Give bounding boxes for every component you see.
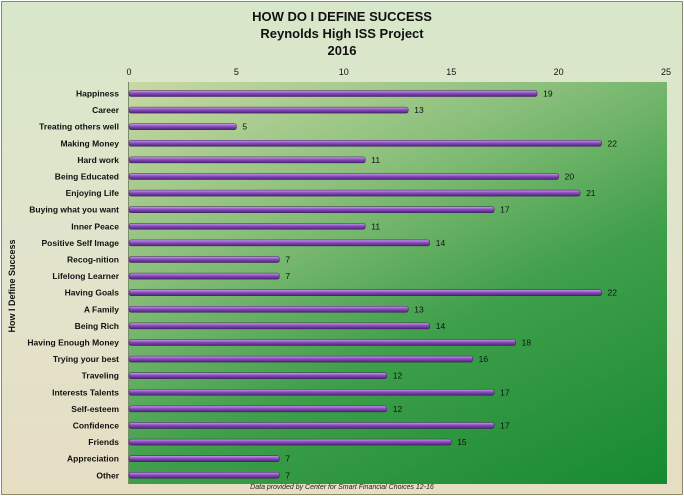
- bar: [128, 422, 495, 429]
- category-label: Lifelong Learner: [52, 271, 119, 281]
- chart-title: HOW DO I DEFINE SUCCESS: [252, 9, 432, 24]
- category-label: Appreciation: [67, 454, 119, 464]
- x-tick-label: 20: [554, 67, 564, 77]
- value-label: 15: [457, 437, 467, 447]
- value-label: 7: [285, 271, 290, 281]
- x-tick-label: 15: [446, 67, 456, 77]
- bar: [128, 389, 495, 396]
- x-tick-label: 0: [126, 67, 131, 77]
- bar: [128, 438, 452, 446]
- value-label: 22: [608, 138, 618, 148]
- category-label: Positive Self Image: [42, 238, 120, 248]
- category-label: Being Educated: [55, 172, 119, 182]
- value-label: 19: [543, 89, 553, 99]
- bar: [128, 140, 602, 147]
- category-label: Traveling: [82, 371, 119, 381]
- bar: [128, 90, 538, 97]
- category-label: Buying what you want: [29, 205, 119, 215]
- bar: [128, 372, 388, 379]
- bar: [128, 272, 280, 280]
- value-label: 20: [565, 172, 575, 182]
- value-label: 13: [414, 304, 424, 314]
- y-axis-title: How I Define Success: [7, 239, 17, 332]
- value-label: 14: [436, 238, 446, 248]
- chart-subtitle: Reynolds High ISS Project: [260, 26, 424, 41]
- bar: [128, 322, 430, 330]
- bar: [128, 239, 430, 247]
- bar: [128, 223, 366, 230]
- value-label: 12: [393, 404, 403, 414]
- bar: [128, 289, 602, 296]
- x-tick-label: 5: [234, 67, 239, 77]
- chart-year: 2016: [327, 43, 357, 58]
- category-label: Friends: [88, 437, 119, 447]
- category-label: Having Enough Money: [27, 338, 119, 348]
- category-label: Interests Talents: [52, 387, 119, 397]
- category-label: Other: [96, 470, 119, 480]
- value-label: 13: [414, 105, 424, 115]
- source-note: Data provided by Center for Smart Financ…: [250, 484, 434, 491]
- bar: [128, 339, 516, 346]
- bar: [128, 156, 366, 164]
- category-label: Inner Peace: [71, 221, 119, 231]
- category-label: Having Goals: [65, 288, 120, 298]
- category-label: Happiness: [76, 89, 119, 99]
- category-label: Treating others well: [39, 122, 119, 132]
- value-label: 14: [436, 321, 446, 331]
- value-label: 12: [393, 371, 403, 381]
- x-tick-label: 25: [661, 67, 671, 77]
- bar: [128, 206, 495, 213]
- bar: [128, 355, 473, 363]
- value-label: 7: [285, 255, 290, 265]
- bar: [128, 256, 280, 263]
- category-label: Being Rich: [75, 321, 119, 331]
- value-label: 11: [371, 155, 380, 165]
- bar: [128, 306, 409, 313]
- x-axis: 0 5 10 15 20 25: [126, 67, 671, 77]
- category-label: Career: [92, 105, 120, 115]
- bar: [128, 106, 409, 114]
- value-label: 11: [371, 221, 380, 231]
- bar: [128, 189, 581, 197]
- plot-area: [128, 82, 667, 484]
- bar: [128, 173, 559, 180]
- value-label: 17: [500, 205, 510, 215]
- category-label: Enjoying Life: [66, 188, 120, 198]
- bars: Happiness 19 Career 13 Treating others well 5…: [27, 89, 617, 481]
- category-label: Recog-nition: [67, 255, 119, 265]
- value-label: 22: [608, 288, 618, 298]
- bar: [128, 472, 280, 479]
- category-label: Trying your best: [53, 354, 119, 364]
- bar: [128, 405, 388, 413]
- value-label: 18: [522, 338, 532, 348]
- category-label: Self-esteem: [71, 404, 119, 414]
- value-label: 17: [500, 421, 510, 431]
- value-label: 21: [586, 188, 596, 198]
- category-label: A Family: [84, 304, 119, 314]
- bar: [128, 123, 237, 130]
- value-label: 5: [242, 122, 247, 132]
- category-label: Hard work: [77, 155, 119, 165]
- value-label: 17: [500, 387, 510, 397]
- value-label: 7: [285, 470, 290, 480]
- value-label: 7: [285, 454, 290, 464]
- value-label: 16: [479, 354, 489, 364]
- x-tick-label: 10: [339, 67, 349, 77]
- category-label: Making Money: [60, 138, 119, 148]
- bar: [128, 455, 280, 462]
- category-label: Confidence: [73, 421, 120, 431]
